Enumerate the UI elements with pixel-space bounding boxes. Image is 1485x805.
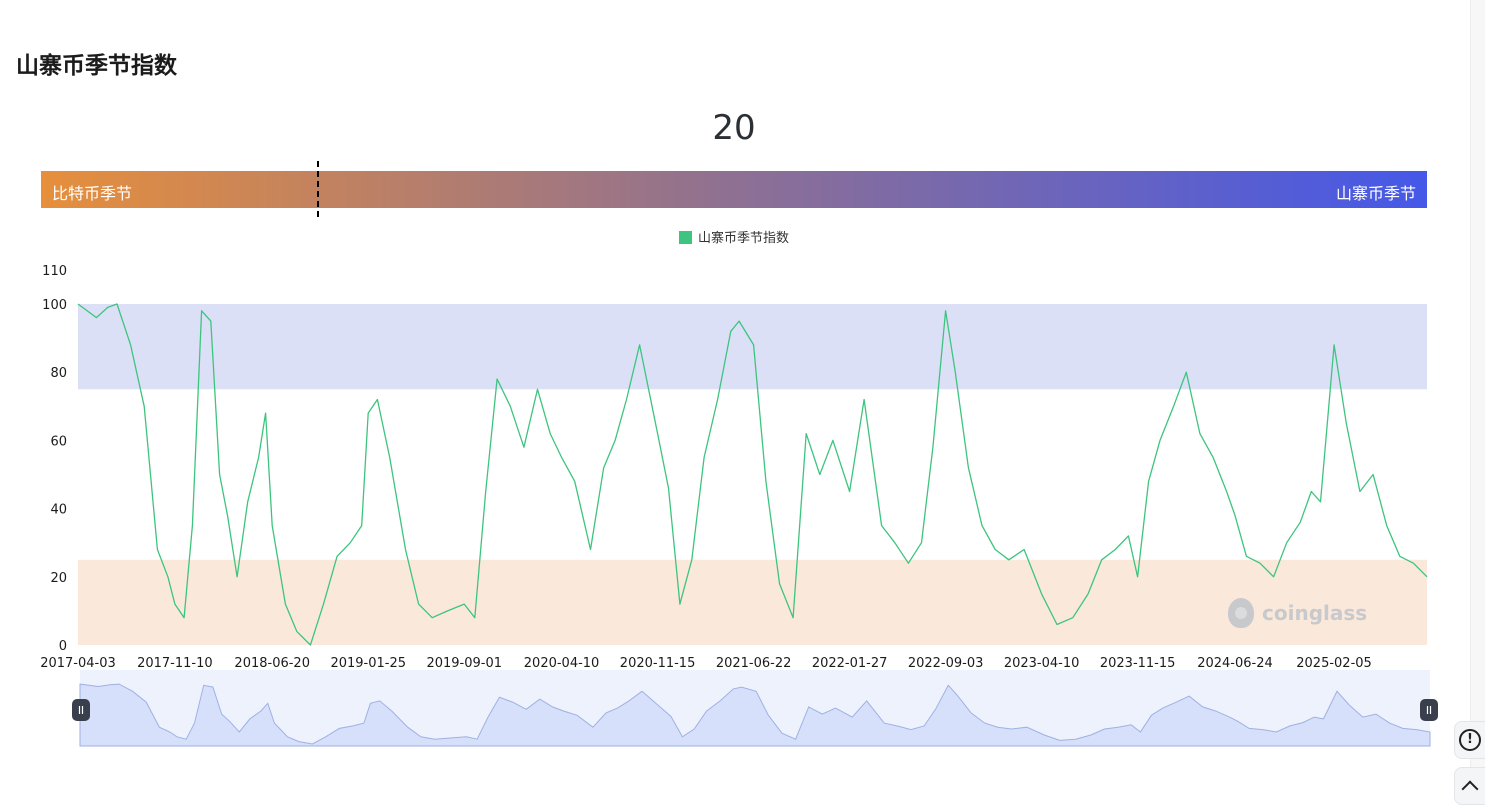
altcoin-season-label: 山寨币季节 [1335, 184, 1416, 203]
y-tick-label: 40 [50, 503, 67, 518]
x-tick-label: 2024-06-24 [1197, 656, 1273, 671]
scroll-top-button[interactable] [1454, 767, 1485, 805]
feedback-icon: ! [1459, 729, 1481, 751]
y-axis: 0 20 40 60 80 100 110 [42, 264, 67, 654]
zoom-handle-right[interactable] [1420, 699, 1438, 721]
zoom-preview [79, 683, 1431, 747]
x-tick-label: 2020-11-15 [620, 656, 696, 671]
zoom-slider [72, 670, 1438, 747]
gauge-value-marker [317, 161, 320, 217]
zoom-handle-left[interactable] [72, 699, 90, 721]
y-tick-label: 60 [50, 434, 67, 449]
x-tick-label: 2017-04-03 [40, 656, 116, 671]
x-tick-label: 2021-06-22 [716, 656, 792, 671]
page-scrollbar[interactable] [1470, 0, 1485, 799]
y-tick-label: 80 [50, 366, 67, 381]
bitcoin-season-zone [78, 559, 1427, 645]
zone-bands [78, 304, 1427, 645]
coinglass-logo-icon [1228, 598, 1254, 628]
y-tick-label: 100 [42, 298, 67, 313]
x-axis: 2017-04-03 2017-11-10 2018-06-20 2019-01-25… [40, 656, 1372, 671]
y-tick-label: 110 [42, 264, 67, 279]
x-tick-label: 2020-04-10 [524, 656, 600, 671]
x-tick-label: 2017-11-10 [137, 656, 213, 671]
chevron-up-icon [1461, 780, 1479, 798]
x-tick-label: 2018-06-20 [234, 656, 310, 671]
bitcoin-season-label: 比特币季节 [52, 184, 133, 203]
page-title: 山寨币季节指数 [16, 53, 177, 79]
x-tick-label: 2022-09-03 [908, 656, 984, 671]
altcoin-season-zone [78, 304, 1427, 390]
zoom-preview-area [79, 683, 1431, 747]
watermark-text: coinglass [1262, 601, 1368, 625]
x-tick-label: 2022-01-27 [812, 656, 888, 671]
x-tick-label: 2019-01-25 [330, 656, 406, 671]
altcoin-season-chart[interactable]: 0 20 40 60 80 100 110 2017-04-03 2017-11-10 2018… [0, 255, 1468, 755]
coinglass-watermark: coinglass [1228, 598, 1367, 628]
x-tick-label: 2025-02-05 [1296, 656, 1372, 671]
series-line-altcoin-season-index[interactable] [77, 303, 1428, 646]
y-tick-label: 20 [50, 571, 67, 586]
feedback-button[interactable]: ! [1454, 721, 1485, 759]
season-gauge-bar: 比特币季节 山寨币季节 [41, 161, 1427, 217]
x-tick-label: 2023-04-10 [1004, 656, 1080, 671]
current-index-value: 20 [712, 108, 756, 148]
x-tick-label: 2019-09-01 [426, 656, 502, 671]
y-tick-label: 0 [59, 639, 67, 654]
legend-label: 山寨币季节指数 [697, 231, 789, 246]
chart-legend[interactable]: 山寨币季节指数 [0, 227, 1468, 246]
series-layer [77, 303, 1428, 646]
legend-swatch [678, 231, 692, 244]
x-tick-label: 2023-11-15 [1100, 656, 1176, 671]
